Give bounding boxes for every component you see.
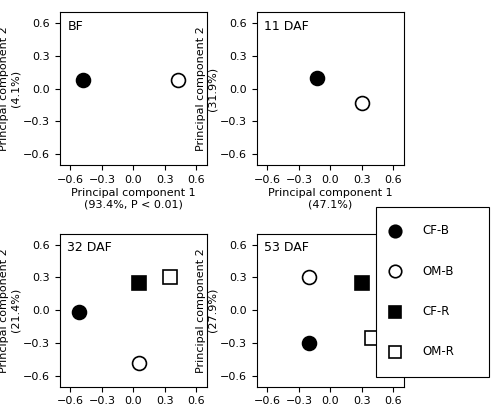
Y-axis label: Principal component 2
(21.4%): Principal component 2 (21.4%) (0, 248, 20, 373)
Y-axis label: Principal component 2
(4.1%): Principal component 2 (4.1%) (0, 26, 20, 151)
X-axis label: Principal component 1
(93.4%, P < 0.01): Principal component 1 (93.4%, P < 0.01) (71, 188, 196, 209)
Text: 11 DAF: 11 DAF (264, 20, 309, 33)
Text: CF-B: CF-B (422, 225, 450, 237)
Text: 53 DAF: 53 DAF (264, 241, 309, 254)
Text: OM-R: OM-R (422, 346, 454, 358)
X-axis label: Principal component 1
(47.1%): Principal component 1 (47.1%) (268, 188, 392, 209)
Text: OM-B: OM-B (422, 265, 454, 278)
Text: BF: BF (68, 20, 83, 33)
Y-axis label: Principal component 2
(27.9%): Principal component 2 (27.9%) (196, 248, 218, 373)
FancyBboxPatch shape (376, 207, 489, 378)
Y-axis label: Principal component 2
(31.9%): Principal component 2 (31.9%) (196, 26, 218, 151)
Text: 32 DAF: 32 DAF (68, 241, 112, 254)
Text: CF-R: CF-R (422, 305, 450, 318)
